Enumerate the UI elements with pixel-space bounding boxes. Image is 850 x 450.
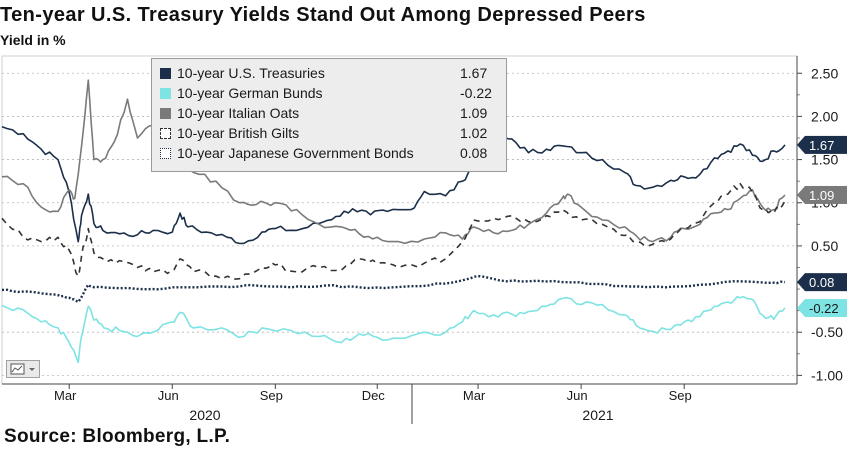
legend-swatch (160, 108, 171, 119)
y-tick-label: 0.50 (811, 238, 838, 254)
chart-title: Ten-year U.S. Treasury Yields Stand Out … (0, 4, 646, 26)
x-tick-label: Sep (260, 388, 283, 403)
x-tick-label: Mar (463, 388, 486, 403)
legend-value: 1.67 (460, 65, 488, 81)
x-year-label: 2021 (582, 407, 613, 423)
chart-zoom-icon (10, 363, 35, 375)
legend-swatch (160, 148, 171, 159)
chart-legend: 10-year U.S. Treasuries 1.67 10-year Germa… (151, 58, 507, 172)
legend-label: 10-year German Bunds (177, 85, 323, 101)
legend-value: 1.09 (460, 105, 488, 121)
legend-value: 0.08 (460, 145, 488, 161)
end-label-box (805, 135, 847, 154)
y-tick-label: -0.50 (811, 324, 843, 340)
legend-swatch (160, 128, 171, 139)
end-value-label: 1.09 (809, 188, 834, 203)
y-axis-label: Yield in % (0, 32, 66, 48)
x-tick-label: Jun (158, 388, 179, 403)
end-value-label: -0.22 (809, 301, 839, 316)
legend-value: -0.22 (460, 85, 492, 101)
x-tick-label: Sep (669, 388, 692, 403)
y-tick-label: 1.50 (811, 152, 838, 168)
series-line (1, 295, 786, 364)
y-tick-label: -1.00 (811, 367, 843, 383)
end-label-box (805, 299, 847, 318)
end-value-label: 0.08 (809, 275, 834, 290)
x-year-label: 2020 (189, 407, 220, 423)
x-tick-label: Mar (54, 388, 77, 403)
legend-swatch (160, 88, 171, 99)
legend-label: 10-year U.S. Treasuries (177, 65, 325, 81)
x-tick-label: Jun (567, 388, 588, 403)
legend-value: 1.02 (460, 125, 488, 141)
legend-label: 10-year British Gilts (177, 125, 300, 141)
x-tick-label: Dec (362, 388, 386, 403)
end-label-pointer (797, 185, 805, 204)
legend-label: 10-year Japanese Government Bonds (177, 145, 414, 161)
end-label-pointer (797, 299, 805, 318)
end-value-label: 1.67 (809, 138, 834, 153)
y-tick-label: 2.00 (811, 108, 838, 124)
end-label-box (805, 273, 847, 292)
end-label-pointer (797, 135, 805, 154)
legend-label: 10-year Italian Oats (177, 105, 300, 121)
series-line (1, 274, 786, 304)
end-label-pointer (797, 273, 805, 292)
chart-zoom-button[interactable] (6, 360, 40, 378)
end-label-box (805, 185, 847, 204)
legend-swatch (160, 68, 171, 79)
series-line (1, 126, 786, 245)
source-note: Source: Bloomberg, L.P. (4, 426, 231, 447)
y-tick-label: 2.50 (811, 65, 838, 81)
